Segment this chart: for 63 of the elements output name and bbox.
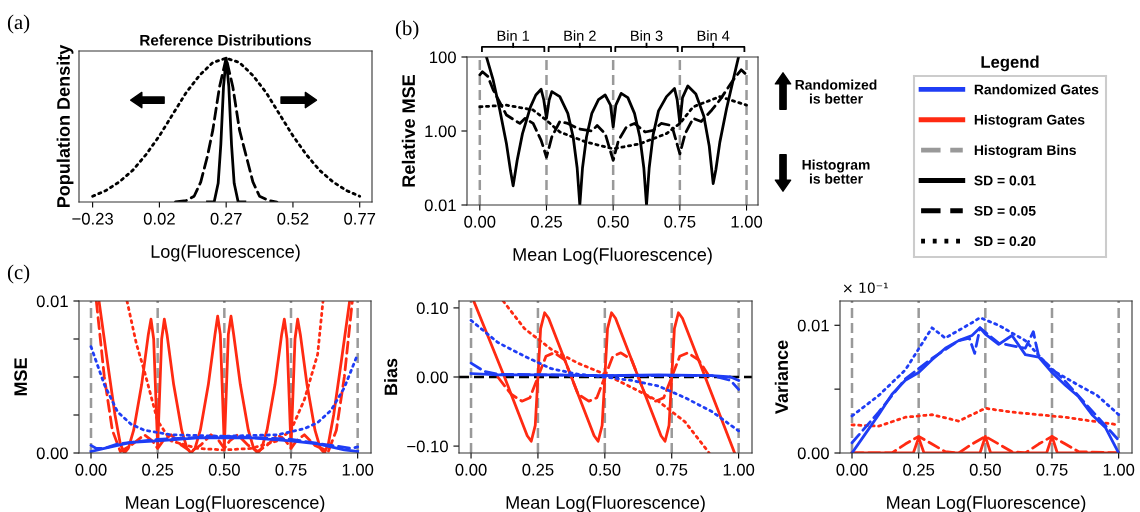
y-tick-label: 0.00 <box>416 371 448 384</box>
x-tick-label: 0.27 <box>210 212 242 225</box>
text: Bin 3 <box>631 30 663 41</box>
legend-label: Histogram Bins <box>974 144 1076 158</box>
text: Legend <box>981 55 1039 72</box>
y-tick-label: −0.10 <box>407 440 448 453</box>
x-tick-label: 0.25 <box>522 463 554 476</box>
x-tick-label: 0.50 <box>597 215 629 228</box>
x-tick-label: 0.00 <box>836 463 868 476</box>
text: Randomized is better <box>795 79 877 104</box>
line-series <box>472 301 736 453</box>
y-tick-label: 100 <box>430 51 456 64</box>
x-tick-label: 1.00 <box>342 463 374 476</box>
x-axis-title: Mean Log(Fluorescence) <box>506 495 705 512</box>
legend-label: SD = 0.05 <box>974 205 1036 216</box>
text: Bin 4 <box>697 30 730 41</box>
y-tick-label: 0.01 <box>36 295 68 308</box>
x-tick-label: −0.23 <box>72 212 113 225</box>
legend-label: SD = 0.01 <box>974 175 1036 186</box>
x-tick-label: 0.02 <box>143 212 175 225</box>
x-tick-label: 1.00 <box>1103 463 1135 476</box>
x-axis-title: Mean Log(Fluorescence) <box>126 495 325 512</box>
legend-label: Histogram Gates <box>974 114 1085 128</box>
y-axis-title: Population Density <box>56 44 74 208</box>
x-tick-label: 0.52 <box>277 212 309 225</box>
y-tick-label: 0.01 <box>797 319 829 332</box>
x-tick-label: 0.75 <box>664 215 696 228</box>
x-tick-label: 0.00 <box>455 463 487 476</box>
text: Bin 1 <box>497 30 530 41</box>
y-tick-label: 0.10 <box>416 302 448 315</box>
legend-label: SD = 0.20 <box>974 236 1036 247</box>
chart-title: Reference Distributions <box>140 34 312 46</box>
x-axis-title: Mean Log(Fluorescence) <box>513 247 712 265</box>
x-tick-label: 1.00 <box>723 463 755 476</box>
x-tick-label: 0.75 <box>1036 463 1068 476</box>
legend-label: Randomized Gates <box>974 84 1099 95</box>
y-axis-title: Relative MSE <box>401 75 416 187</box>
x-tick-label: 0.75 <box>275 463 307 476</box>
text: (c) <box>7 264 30 284</box>
x-tick-label: 0.50 <box>969 463 1001 476</box>
x-tick-label: 0.75 <box>656 463 688 476</box>
x-tick-label: 0.25 <box>142 463 174 476</box>
text: Histogram is better <box>802 159 870 184</box>
y-tick-label: 1.00 <box>425 125 456 138</box>
text: (a) <box>7 14 30 34</box>
x-tick-label: 0.25 <box>530 215 563 228</box>
y-axis-title: Bias <box>384 358 398 395</box>
line-series <box>469 318 741 433</box>
y-axis-title: MSE <box>14 358 28 396</box>
x-tick-label: 0.00 <box>75 463 107 476</box>
x-axis-title: Log(Fluorescence) <box>151 244 300 262</box>
text: Bin 2 <box>564 30 596 41</box>
y-tick-label: 0.01 <box>424 199 456 212</box>
x-axis-title: Mean Log(Fluorescence) <box>887 495 1086 512</box>
x-tick-label: 1.00 <box>731 215 763 228</box>
x-tick-label: 0.50 <box>208 463 240 476</box>
x-tick-label: 0.00 <box>464 215 496 228</box>
text: (b) <box>395 20 419 40</box>
x-tick-label: 0.50 <box>589 463 621 476</box>
x-tick-label: 0.77 <box>344 212 376 225</box>
text: × 10⁻¹ <box>843 282 888 294</box>
y-axis-title: Variance <box>774 340 789 415</box>
x-tick-label: 0.25 <box>903 463 935 476</box>
